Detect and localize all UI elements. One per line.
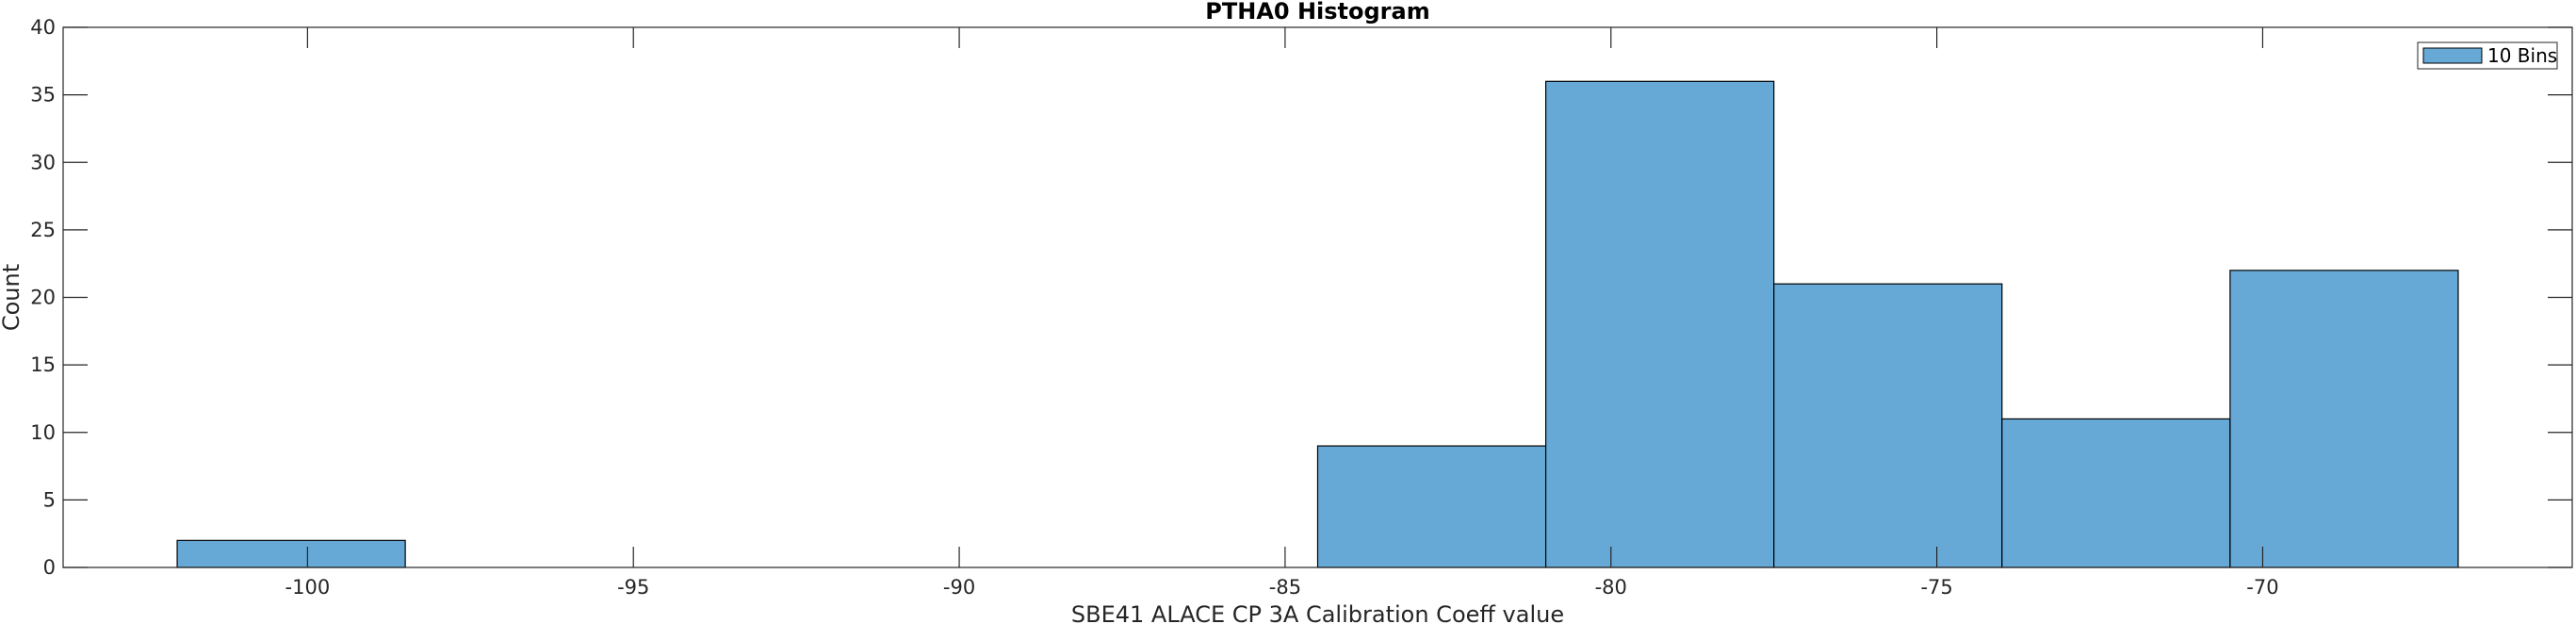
y-tick-label: 25	[30, 219, 56, 241]
y-tick-label: 20	[30, 287, 56, 309]
y-tick-label: 15	[30, 353, 56, 376]
histogram-bar	[1544, 80, 1775, 568]
y-tick-label: 35	[30, 84, 56, 107]
x-tick-label: -90	[943, 576, 975, 599]
x-tick-label: -80	[1595, 576, 1627, 599]
x-tick-label: -100	[285, 576, 331, 599]
histogram-bar	[2001, 418, 2231, 568]
histogram-bar	[1316, 445, 1547, 568]
legend-swatch	[2422, 47, 2483, 64]
bars-group	[176, 80, 2459, 568]
x-tick-label: -70	[2246, 576, 2278, 599]
x-tick-label: -95	[617, 576, 649, 599]
histogram-bar	[2229, 270, 2459, 568]
x-axis-label: SBE41 ALACE CP 3A Calibration Coeff valu…	[1071, 601, 1564, 624]
x-tick-label: -75	[1920, 576, 1952, 599]
y-axis-label: Count	[0, 264, 24, 331]
y-tick-label: 40	[30, 16, 56, 39]
y-tick-label: 0	[43, 556, 56, 579]
legend: 10 Bins	[2417, 41, 2558, 70]
histogram-bar	[176, 539, 406, 568]
y-tick-label: 10	[30, 421, 56, 444]
y-tick-label: 5	[43, 488, 56, 511]
x-tick-label: -85	[1269, 576, 1301, 599]
histogram-bar	[1773, 283, 2003, 568]
y-tick-label: 30	[30, 151, 56, 173]
chart-title: PTHA0 Histogram	[1205, 0, 1429, 25]
axes-box	[62, 26, 2573, 568]
legend-label: 10 Bins	[2487, 44, 2557, 67]
